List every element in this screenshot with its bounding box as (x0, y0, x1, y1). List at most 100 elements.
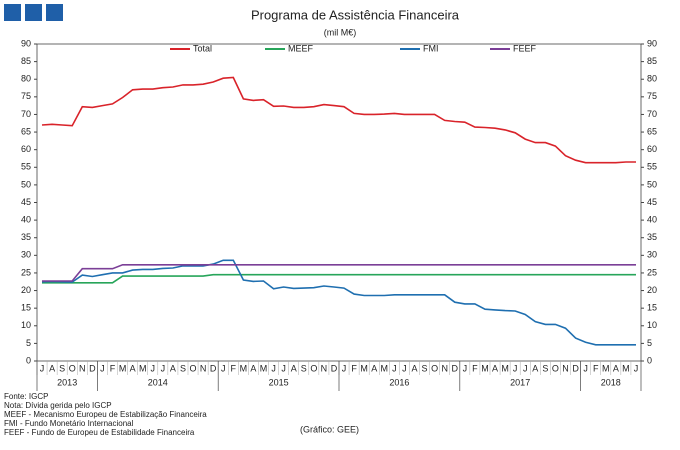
x-tick-label: A (49, 363, 55, 373)
y2-tick-label: 5 (647, 338, 652, 348)
x-tick-label: M (501, 363, 509, 373)
y2-tick-label: 20 (647, 285, 657, 295)
y-tick-label: 45 (21, 197, 31, 207)
x-tick-label: J (100, 363, 105, 373)
x-tick-label: J (634, 363, 639, 373)
y2-tick-label: 75 (647, 91, 657, 101)
year-label: 2017 (510, 377, 530, 387)
chart-title: Programa de Assistência Financeira (251, 7, 460, 22)
note: FEEF - Fundo de Europeu de Estabilidade … (4, 428, 195, 437)
note: FMI - Fundo Monetário Internacional (4, 419, 134, 428)
plot-area (36, 43, 642, 362)
y-tick-label: 65 (21, 126, 31, 136)
y-tick-label: 50 (21, 179, 31, 189)
x-tick-label: J (151, 363, 156, 373)
y2-tick-label: 45 (647, 197, 657, 207)
x-tick-label: A (250, 363, 256, 373)
x-tick-label: D (331, 363, 338, 373)
x-tick-label: J (221, 363, 226, 373)
y2-tick-label: 55 (647, 162, 657, 172)
x-tick-label: J (392, 363, 397, 373)
x-tick-label: M (139, 363, 147, 373)
y2-tick-label: 85 (647, 56, 657, 66)
x-tick-label: M (381, 363, 389, 373)
y-tick-label: 55 (21, 162, 31, 172)
x-tick-label: J (513, 363, 518, 373)
x-tick-label: S (422, 363, 428, 373)
x-tick-label: A (130, 363, 136, 373)
legend-label: MEEF (288, 43, 314, 53)
x-tick-label: M (360, 363, 368, 373)
x-tick-label: J (271, 363, 276, 373)
legend-label: FMI (423, 43, 439, 53)
y-tick-label: 10 (21, 320, 31, 330)
y-tick-label: 90 (21, 38, 31, 48)
note: Nota: Dívida gerida pelo IGCP (4, 401, 112, 410)
y-tick-label: 85 (21, 56, 31, 66)
x-tick-label: J (342, 363, 347, 373)
x-tick-label: J (281, 363, 286, 373)
x-tick-label: J (583, 363, 588, 373)
x-tick-label: A (291, 363, 297, 373)
series-line (41, 76, 636, 164)
x-tick-label: M (240, 363, 248, 373)
x-tick-label: A (532, 363, 538, 373)
legend-label: FEEF (513, 43, 537, 53)
x-tick-label: A (492, 363, 498, 373)
note: Fonte: IGCP (4, 392, 48, 401)
y-tick-label: 5 (26, 338, 31, 348)
y2-tick-label: 70 (647, 109, 657, 119)
x-tick-label: N (441, 363, 448, 373)
x-tick-label: M (481, 363, 489, 373)
y-tick-label: 60 (21, 144, 31, 154)
y2-tick-label: 35 (647, 232, 657, 242)
y2-tick-label: 50 (647, 179, 657, 189)
x-tick-label: J (161, 363, 166, 373)
y-tick-label: 40 (21, 214, 31, 224)
y-tick-label: 20 (21, 285, 31, 295)
x-tick-label: M (119, 363, 127, 373)
x-tick-label: S (301, 363, 307, 373)
y2-tick-label: 25 (647, 267, 657, 277)
y-tick-label: 75 (21, 91, 31, 101)
x-tick-label: O (552, 363, 559, 373)
year-label: 2016 (389, 377, 409, 387)
logo-square (46, 4, 63, 21)
x-tick-label: M (602, 363, 610, 373)
x-tick-label: F (593, 363, 599, 373)
x-tick-label: J (523, 363, 528, 373)
x-tick-label: O (69, 363, 76, 373)
y2-tick-label: 30 (647, 250, 657, 260)
x-tick-label: F (231, 363, 237, 373)
y-tick-label: 0 (26, 355, 31, 365)
x-tick-label: S (542, 363, 548, 373)
x-tick-label: D (572, 363, 579, 373)
x-tick-label: A (371, 363, 377, 373)
x-tick-label: N (200, 363, 207, 373)
x-tick-label: A (170, 363, 176, 373)
series-line (42, 273, 636, 284)
x-tick-label: M (260, 363, 268, 373)
y2-tick-label: 80 (647, 74, 657, 84)
x-tick-label: N (321, 363, 328, 373)
x-tick-label: A (613, 363, 619, 373)
y2-tick-label: 10 (647, 320, 657, 330)
x-tick-label: O (431, 363, 438, 373)
series-line (42, 263, 636, 282)
y-tick-label: 35 (21, 232, 31, 242)
x-tick-label: S (59, 363, 65, 373)
y-tick-label: 25 (21, 267, 31, 277)
y2-tick-label: 0 (647, 355, 652, 365)
source: (Gráfico: GEE) (300, 424, 359, 434)
x-tick-label: N (562, 363, 569, 373)
x-tick-label: D (89, 363, 96, 373)
x-tick-label: M (622, 363, 630, 373)
y2-tick-label: 60 (647, 144, 657, 154)
x-tick-label: J (402, 363, 407, 373)
y-tick-label: 30 (21, 250, 31, 260)
x-tick-label: N (79, 363, 86, 373)
y-tick-label: 70 (21, 109, 31, 119)
y2-tick-label: 15 (647, 303, 657, 313)
x-tick-label: D (210, 363, 217, 373)
